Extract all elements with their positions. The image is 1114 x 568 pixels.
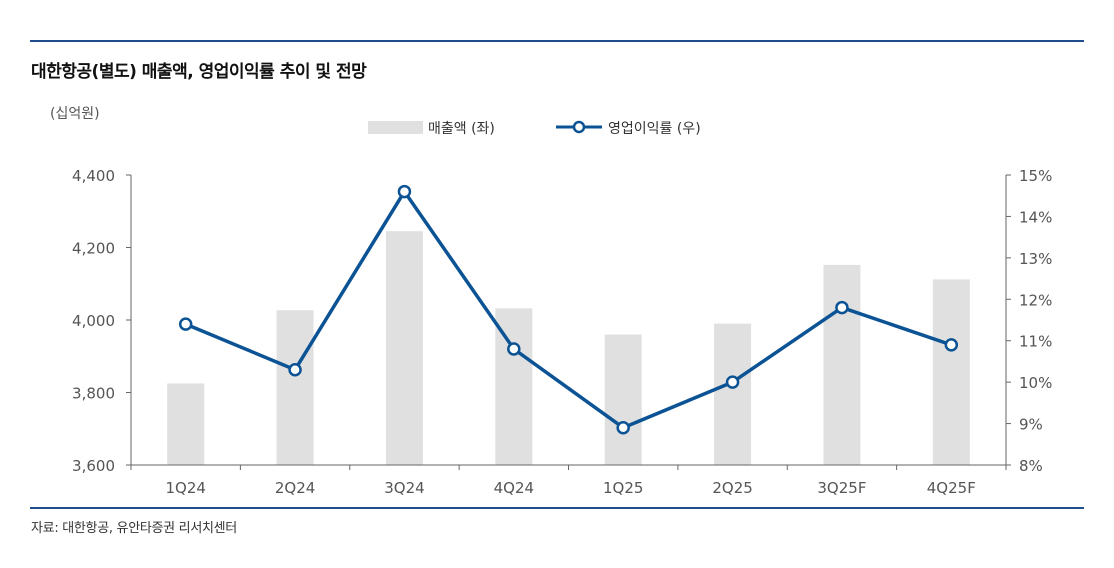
legend-line-label: 영업이익률 (우): [608, 121, 701, 137]
bar: [276, 310, 314, 465]
x-tick-label: 2Q25: [712, 479, 752, 497]
line-point: [507, 342, 521, 356]
bottom-rule: [30, 507, 1084, 509]
top-rule: [30, 40, 1084, 42]
bar: [167, 383, 205, 465]
bar: [604, 334, 642, 465]
legend-line-marker: [572, 120, 586, 134]
line-point: [397, 184, 412, 199]
legend-bar-label: 매출액 (좌): [428, 121, 495, 137]
line-point: [288, 362, 302, 377]
right-tick-label: 14%: [1019, 208, 1052, 226]
line-point: [178, 317, 193, 331]
line-point: [725, 375, 740, 389]
legend: 매출액 (좌) 영업이익률 (우): [368, 120, 701, 137]
x-tick-label: 1Q25: [603, 479, 643, 497]
bar: [932, 279, 970, 465]
right-tick-label: 13%: [1019, 250, 1052, 268]
right-tick-label: 11%: [1019, 333, 1052, 351]
line-point: [835, 300, 849, 315]
left-tick-label: 3,600: [72, 457, 115, 475]
right-tick-label: 9%: [1019, 416, 1043, 434]
x-tick-label: 4Q24: [494, 479, 534, 497]
left-tick-label: 4,200: [72, 240, 115, 258]
left-tick-label: 3,800: [72, 385, 115, 403]
bar: [714, 323, 752, 465]
left-axis-unit: (십억원): [50, 106, 100, 122]
right-tick-label: 8%: [1019, 457, 1043, 475]
line-point: [944, 338, 959, 352]
x-tick-label: 2Q24: [275, 479, 315, 497]
x-tick-label: 3Q25F: [817, 479, 866, 497]
legend-bar-swatch: [368, 121, 423, 134]
left-tick-label: 4,000: [72, 312, 115, 330]
source-note: 자료: 대한항공, 유안타증권 리서치센터: [31, 521, 237, 536]
right-tick-label: 15%: [1019, 167, 1052, 185]
right-tick-label: 10%: [1019, 374, 1052, 392]
bar: [823, 264, 861, 465]
bar: [495, 308, 533, 465]
bar: [385, 231, 423, 465]
x-tick-label: 1Q24: [165, 479, 205, 497]
line-point: [616, 420, 630, 435]
series-line: [185, 189, 952, 430]
chart-title: 대한항공(별도) 매출액, 영업이익률 추이 및 전망: [31, 62, 367, 82]
x-tick-label: 4Q25F: [927, 479, 976, 497]
left-tick-label: 4,400: [72, 167, 115, 185]
right-tick-label: 12%: [1019, 291, 1052, 309]
x-tick-label: 3Q24: [384, 479, 424, 497]
